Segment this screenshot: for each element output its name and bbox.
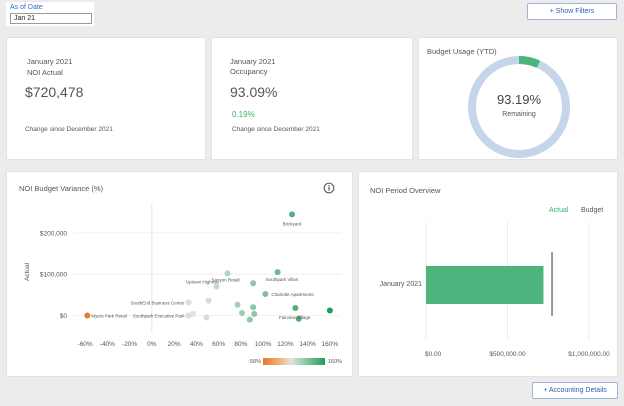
category-label-january-2021: January 2021: [380, 281, 423, 288]
occupancy-change-label: Change since December 2021: [232, 126, 320, 133]
scatter-point[interactable]: [295, 315, 302, 322]
legend-budget[interactable]: Budget: [581, 207, 604, 214]
x-tick-label: 80%: [234, 341, 247, 348]
scatter-point[interactable]: [246, 316, 253, 323]
color-legend-bar: [263, 358, 325, 365]
noi-period: January 2021: [27, 57, 73, 66]
x-tick-label: 0%: [147, 341, 157, 348]
period-overview-title: NOI Period Overview: [370, 186, 441, 195]
x-tick-label: 160%: [322, 341, 339, 348]
as-of-date-label: As of Date: [10, 4, 43, 11]
scatter-point[interactable]: [251, 310, 258, 317]
occupancy-period: January 2021: [230, 57, 276, 66]
x-tick-label: -40%: [100, 341, 115, 348]
scatter-point[interactable]: [213, 283, 220, 290]
x-tick-label: $1,000,000.00: [568, 351, 610, 358]
point-label: Charlotte Apartments: [271, 292, 314, 297]
scatter-point[interactable]: [234, 301, 241, 308]
noi-actual-card: January 2021 NOI Actual $720,478 Change …: [6, 37, 206, 160]
x-tick-label: -20%: [122, 341, 137, 348]
period-overview-bar-chart: $0.00 $500,000.00 $1,000,000.00 January 20…: [380, 222, 610, 358]
scatter-point[interactable]: [224, 270, 231, 277]
accounting-details-button[interactable]: + Accounting Details: [532, 382, 618, 399]
scatter-point[interactable]: [250, 280, 257, 287]
occupancy-change-value: 0.19%: [232, 110, 255, 119]
scatter-point[interactable]: [250, 304, 257, 311]
point-label: Southpark Executive Park: [133, 313, 186, 318]
y-tick-label: $100,000: [40, 272, 67, 279]
legend-actual[interactable]: Actual: [549, 207, 569, 214]
point-label: Sanyon Retail: [212, 277, 240, 282]
scatter-point[interactable]: [326, 307, 333, 314]
noi-value: $720,478: [25, 84, 84, 100]
scatter-point[interactable]: [238, 310, 245, 317]
point-label: Brickyard: [283, 221, 302, 226]
budget-usage-card: Budget Usage (YTD) 93.19% Remaining: [418, 37, 618, 160]
scatter-point[interactable]: [274, 269, 281, 276]
x-tick-label: $0.00: [425, 351, 442, 358]
color-legend-min: -58%: [248, 359, 261, 365]
as-of-date-input[interactable]: Jan 21: [10, 13, 92, 24]
show-filters-button[interactable]: + Show Filters: [527, 3, 617, 20]
bar-budget-january-2021: [551, 252, 554, 316]
noi-change-label: Change since December 2021: [25, 126, 113, 133]
scatter-point[interactable]: [185, 299, 192, 306]
point-label: SouthEnd Business Center: [131, 300, 186, 305]
x-tick-label: -60%: [78, 341, 93, 348]
noi-period-overview-card: NOI Period Overview Actual Budget $0.00 $…: [358, 171, 618, 377]
x-tick-label: 120%: [277, 341, 294, 348]
scatter-point[interactable]: [185, 312, 192, 319]
budget-usage-donut: 93.19% Remaining: [468, 56, 570, 158]
y-tick-label: $200,000: [40, 230, 67, 237]
scatter-point[interactable]: [84, 312, 91, 319]
occupancy-card: January 2021 Occupancy 93.09% 0.19% Chan…: [211, 37, 413, 160]
noi-budget-variance-card: NOI Budget Variance (%) -60% -40% -20% 0% 20…: [6, 171, 353, 377]
point-label: Uptown Highrise: [186, 280, 220, 285]
x-tick-label: 140%: [299, 341, 316, 348]
y-tick-label: $0: [60, 313, 68, 320]
color-legend-max: 160%: [328, 359, 342, 365]
budget-usage-value: 93.19%: [497, 92, 542, 107]
variance-scatter-plot: -60% -40% -20% 0% 20% 40% 60% 80% 100% 120% 140% 16…: [24, 204, 342, 365]
scatter-point[interactable]: [289, 211, 296, 218]
scatter-point[interactable]: [203, 314, 210, 321]
point-label: Southpark Villas: [266, 277, 299, 282]
bar-actual-january-2021: [426, 266, 544, 304]
x-tick-label: 20%: [168, 341, 181, 348]
point-label: Myers Park Retail: [91, 313, 127, 318]
scatter-point[interactable]: [262, 291, 269, 298]
x-tick-label: 60%: [212, 341, 225, 348]
info-icon[interactable]: [323, 182, 335, 194]
y-axis-label: Actual: [24, 262, 31, 281]
x-tick-label: 40%: [190, 341, 203, 348]
donut-used-arc: [468, 56, 570, 158]
x-tick-label: $500,000.00: [489, 351, 526, 358]
donut-track: [468, 56, 570, 158]
point-label: Fairview Village: [279, 315, 311, 320]
budget-usage-label: Remaining: [502, 111, 536, 118]
x-tick-label: 100%: [255, 341, 272, 348]
variance-title: NOI Budget Variance (%): [19, 184, 104, 193]
occupancy-value: 93.09%: [230, 84, 278, 100]
as-of-date-filter: As of Date Jan 21: [6, 2, 94, 26]
budget-usage-title: Budget Usage (YTD): [427, 47, 497, 56]
noi-label: NOI Actual: [27, 68, 63, 77]
scatter-point[interactable]: [205, 297, 212, 304]
occupancy-label: Occupancy: [230, 67, 268, 76]
scatter-point[interactable]: [292, 305, 299, 312]
